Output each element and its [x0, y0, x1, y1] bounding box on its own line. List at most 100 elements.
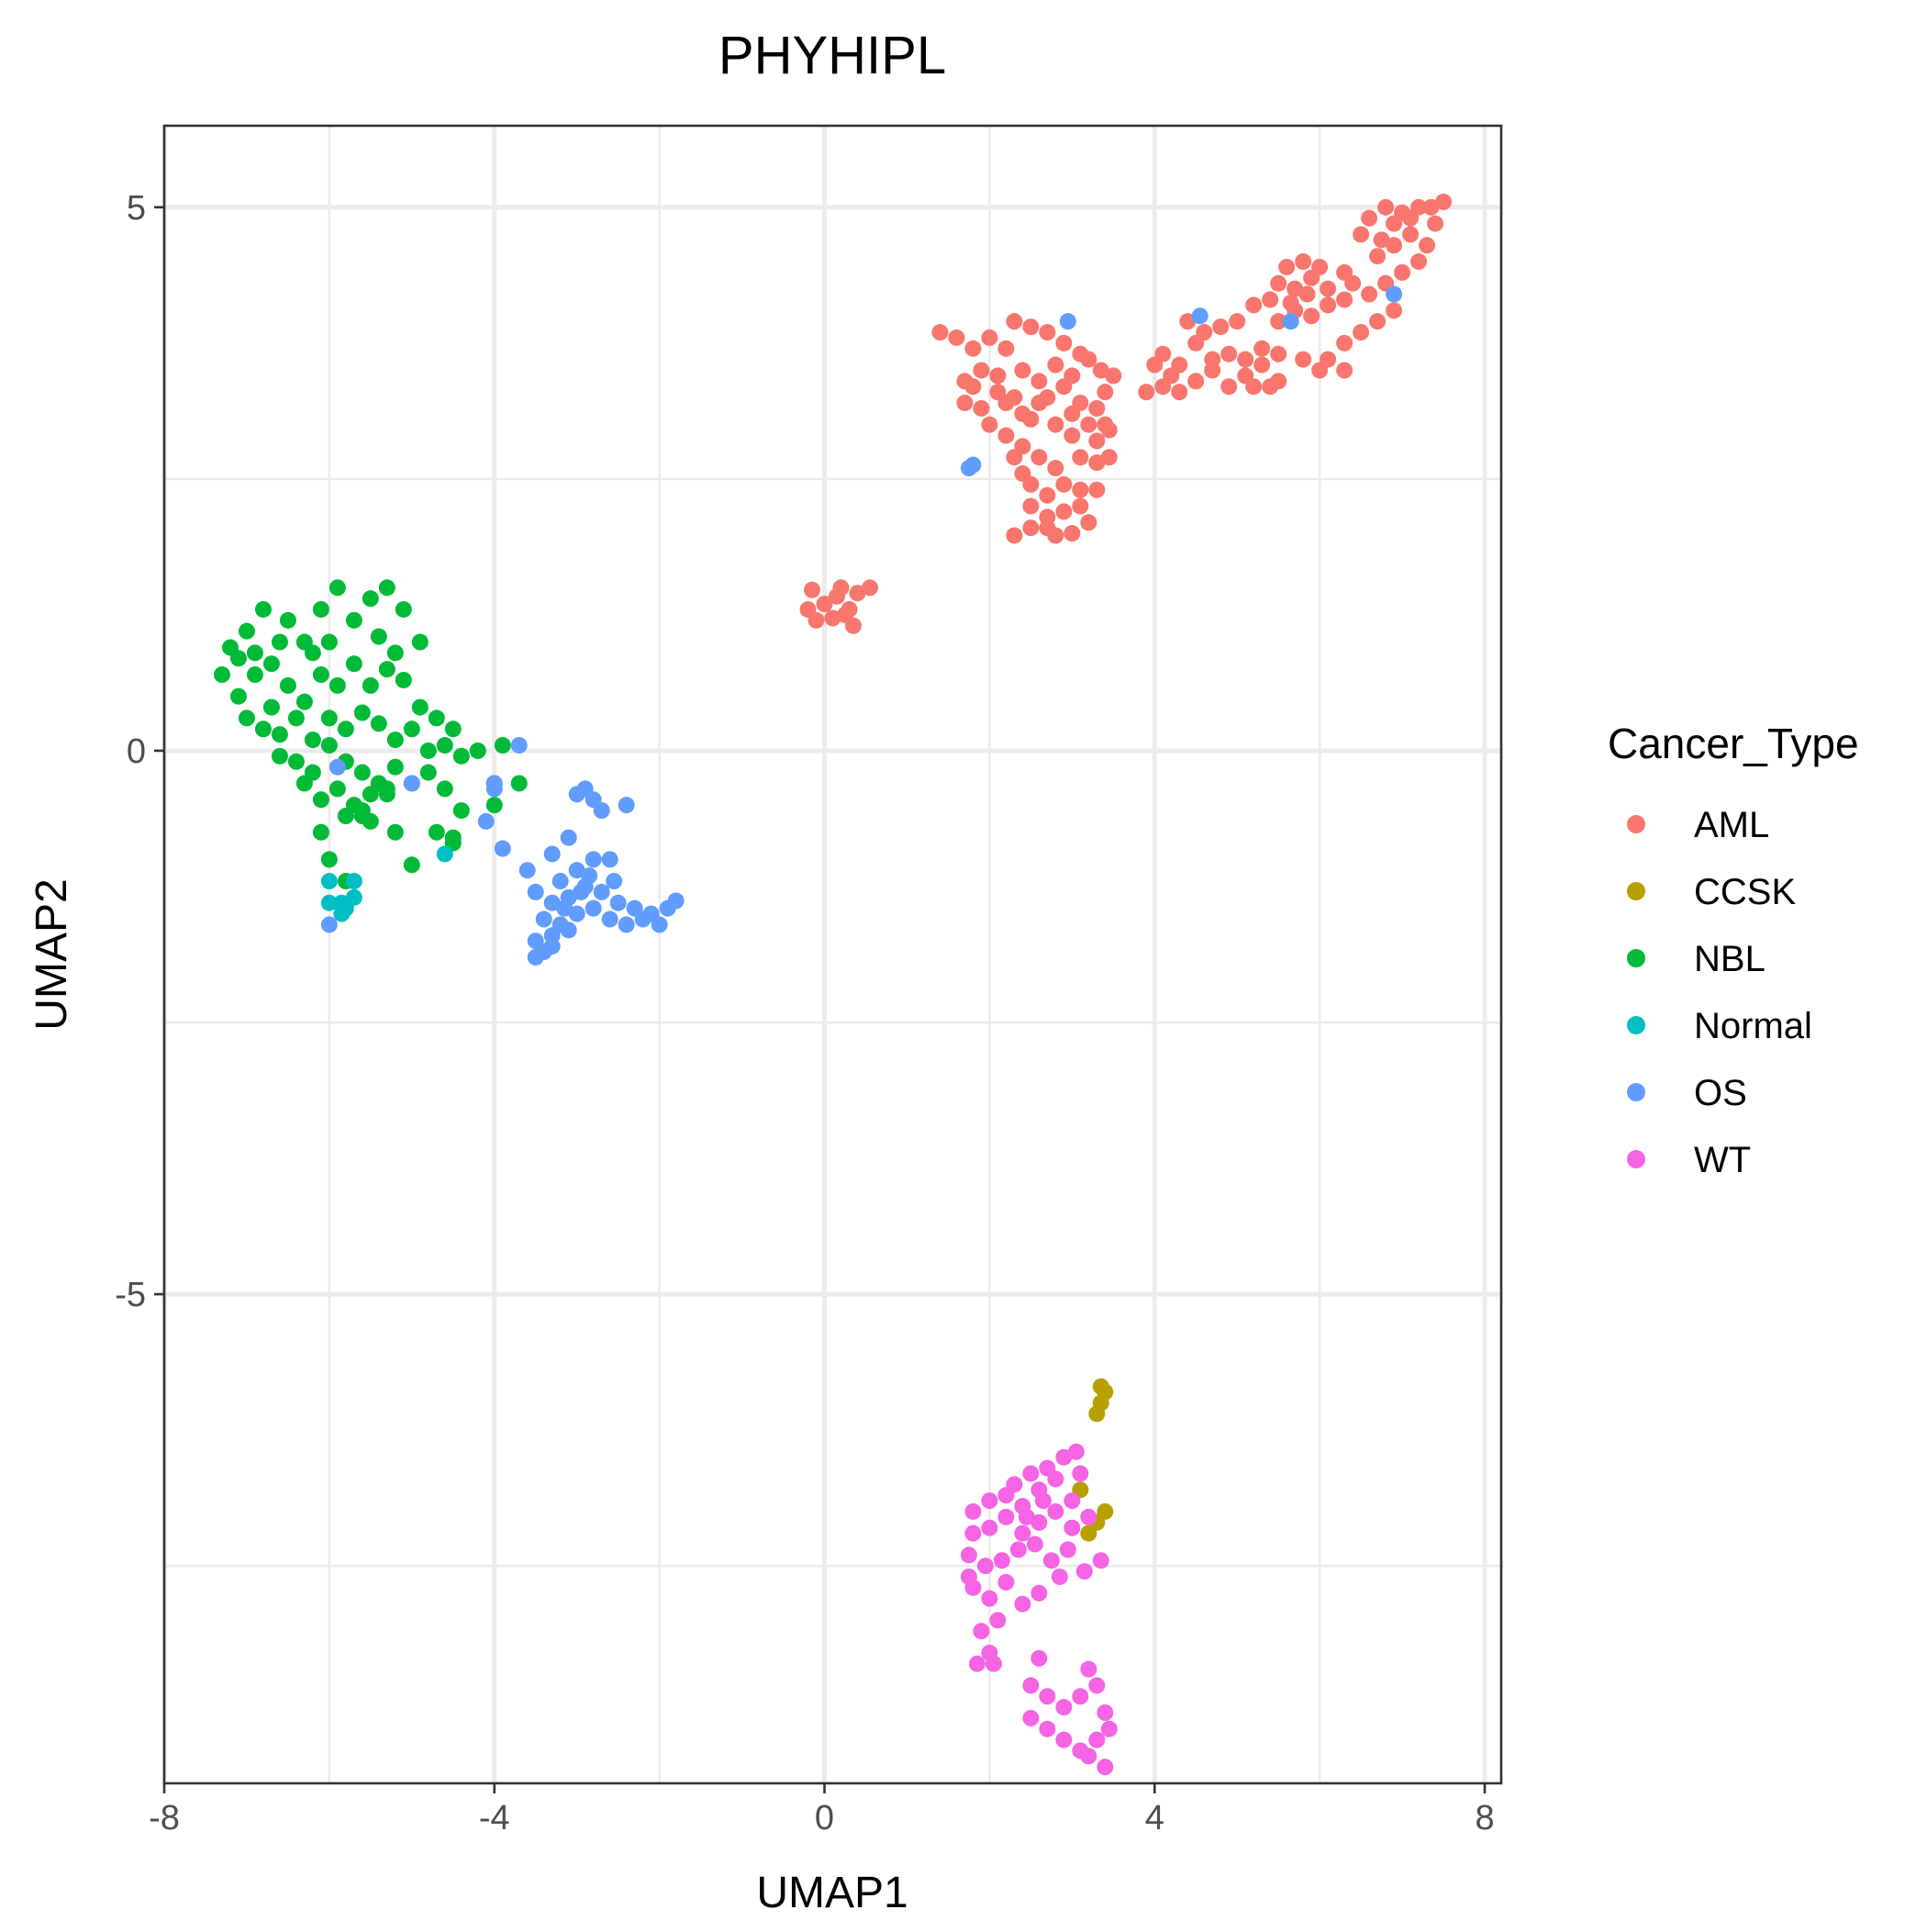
point-aml: [1039, 324, 1056, 341]
point-nbl: [262, 698, 280, 716]
point-nbl: [329, 579, 346, 597]
point-os: [568, 905, 585, 922]
point-aml: [861, 579, 878, 597]
point-nbl: [329, 780, 346, 798]
point-aml: [1022, 410, 1040, 428]
point-nbl: [246, 666, 263, 684]
point-normal: [345, 873, 362, 890]
point-aml: [1138, 384, 1155, 401]
legend-label-ccsk: CCSK: [1694, 872, 1796, 912]
point-nbl: [386, 644, 404, 662]
point-wt: [1100, 1720, 1118, 1737]
point-nbl: [436, 780, 453, 798]
point-aml: [1014, 362, 1031, 379]
point-nbl: [320, 633, 338, 651]
point-nbl: [452, 747, 470, 765]
axes: -8 -4 0 4 8 -5 0 5: [115, 189, 1494, 1837]
point-aml: [1006, 313, 1023, 330]
point-aml: [997, 427, 1015, 444]
point-aml: [1402, 226, 1420, 243]
point-aml: [1237, 351, 1254, 368]
point-wt: [1030, 1649, 1048, 1667]
point-aml: [1022, 318, 1040, 336]
point-aml: [804, 581, 821, 598]
point-wt: [1075, 1563, 1093, 1580]
point-wt: [1030, 1584, 1048, 1602]
point-os: [1386, 285, 1403, 303]
point-nbl: [246, 644, 263, 662]
point-nbl: [510, 775, 528, 792]
point-nbl: [254, 600, 272, 618]
point-wt: [1055, 1699, 1073, 1716]
point-aml: [1287, 280, 1304, 297]
point-aml: [1047, 416, 1064, 433]
point-wt: [1014, 1524, 1031, 1542]
point-wt: [1092, 1552, 1109, 1569]
point-aml: [1245, 296, 1263, 314]
x-axis-label: UMAP1: [756, 1869, 908, 1917]
point-nbl: [362, 786, 379, 803]
point-aml: [1097, 384, 1114, 401]
point-wt: [1039, 1688, 1056, 1705]
point-nbl: [370, 715, 387, 732]
point-os: [543, 938, 561, 955]
point-wt: [997, 1573, 1015, 1591]
point-nbl: [329, 676, 346, 694]
point-nbl: [386, 823, 404, 841]
point-os: [320, 916, 338, 933]
y-axis-label: UMAP2: [28, 878, 76, 1030]
point-aml: [1369, 248, 1387, 265]
point-nbl: [287, 709, 305, 727]
point-os: [560, 829, 577, 846]
point-wt: [1059, 1541, 1076, 1558]
legend-label-os: OS: [1694, 1073, 1747, 1113]
point-aml: [981, 416, 998, 433]
point-wt: [968, 1655, 986, 1672]
point-aml: [1212, 318, 1230, 336]
point-aml: [1080, 514, 1097, 531]
point-wt: [1072, 1465, 1089, 1482]
point-aml: [1386, 302, 1403, 319]
legend-key-os: [1627, 1083, 1645, 1101]
scatter-points: [213, 193, 1453, 1776]
point-os: [585, 899, 602, 917]
point-os: [535, 910, 552, 928]
point-nbl: [378, 661, 395, 678]
point-aml: [1386, 237, 1403, 254]
point-nbl: [345, 655, 362, 673]
point-wt: [1026, 1536, 1043, 1553]
point-nbl: [320, 709, 338, 727]
point-wt: [1080, 1660, 1097, 1678]
point-aml: [1270, 345, 1287, 363]
point-aml: [1047, 460, 1064, 477]
point-wt: [981, 1590, 998, 1607]
point-nbl: [238, 622, 255, 640]
point-wt: [989, 1612, 1007, 1629]
point-nbl: [436, 737, 453, 754]
point-nbl: [419, 764, 437, 781]
point-nbl: [337, 720, 354, 738]
legend-key-ccsk: [1627, 882, 1645, 900]
point-nbl: [378, 579, 395, 597]
point-os: [560, 921, 577, 939]
point-nbl: [320, 737, 338, 754]
point-aml: [1311, 258, 1329, 275]
point-os: [527, 883, 544, 900]
point-aml: [1394, 263, 1411, 281]
point-aml: [981, 329, 998, 346]
legend-key-normal: [1627, 1016, 1645, 1034]
point-nbl: [337, 808, 354, 825]
point-aml: [1055, 334, 1073, 352]
point-aml: [1088, 432, 1106, 450]
point-aml: [1039, 389, 1056, 407]
point-wt: [1018, 1508, 1035, 1525]
point-nbl: [403, 856, 420, 874]
point-wt: [1064, 1519, 1081, 1536]
point-os: [477, 812, 495, 830]
point-nbl: [411, 633, 429, 651]
point-wt: [1088, 1731, 1106, 1748]
x-tick-label: 8: [1475, 1799, 1494, 1837]
point-os: [1282, 313, 1299, 330]
point-aml: [1064, 525, 1081, 542]
point-aml: [1282, 295, 1299, 312]
